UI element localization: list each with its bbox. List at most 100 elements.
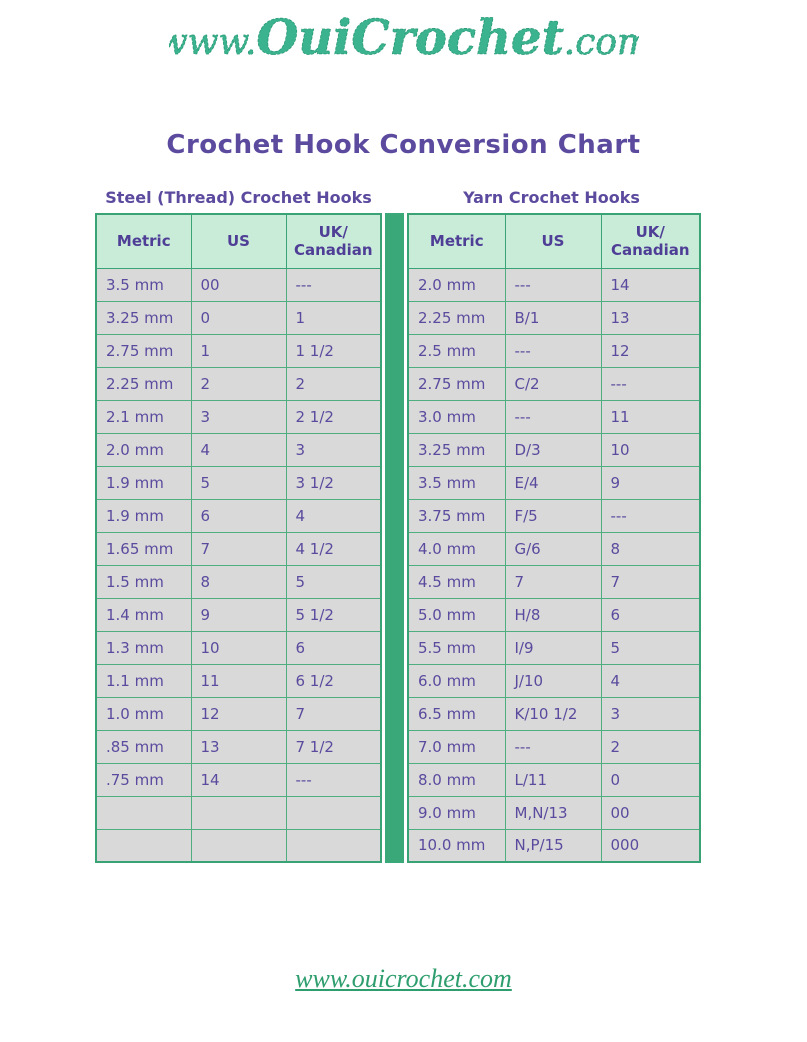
table-row: 2.75 mm C/2 --- (407, 366, 701, 401)
table-cell: 3 (285, 432, 382, 467)
table-cell: 10 (600, 432, 701, 467)
table-cell: 7.0 mm (407, 729, 506, 764)
table-row: 3.0 mm --- 11 (407, 399, 701, 434)
table-cell: 4 (285, 498, 382, 533)
table-cell: 1.5 mm (95, 564, 192, 599)
table-cell: 1.65 mm (95, 531, 192, 566)
table-row: 1.0 mm 12 7 (95, 696, 382, 731)
table-cell: 10.0 mm (407, 828, 506, 863)
page-title: Crochet Hook Conversion Chart (166, 130, 641, 160)
table-cell: 4.5 mm (407, 564, 506, 599)
table-row: 6.5 mm K/10 1/2 3 (407, 696, 701, 731)
table-cell: C/2 (504, 366, 602, 401)
table-row: .85 mm 13 7 1/2 (95, 729, 382, 764)
table-cell: 14 (600, 267, 701, 302)
table-cell: --- (285, 762, 382, 797)
table-divider (382, 213, 407, 863)
table-cell: 2.75 mm (407, 366, 506, 401)
svg-text:www.OuiCrochet.com: www.OuiCrochet.com (169, 10, 639, 66)
table-cell: D/3 (504, 432, 602, 467)
table-cell: B/1 (504, 300, 602, 335)
table-cell: E/4 (504, 465, 602, 500)
logo-prefix: www. (169, 22, 256, 63)
table-cell: 7 (504, 564, 602, 599)
table-row: 2.1 mm 3 2 1/2 (95, 399, 382, 434)
conversion-tables: Metric US UK/ Canadian 3.5 mm 00 --- 3.25 mm 0 1… (95, 213, 701, 863)
table-cell: 12 (600, 333, 701, 368)
table-row: 1.9 mm 5 3 1/2 (95, 465, 382, 500)
table-cell: M,N/13 (504, 795, 602, 830)
table-cell: 2 (190, 366, 287, 401)
table-row: 2.25 mm 2 2 (95, 366, 382, 401)
table-cell (190, 828, 287, 863)
table-cell: --- (504, 399, 602, 434)
table-row: 3.5 mm E/4 9 (407, 465, 701, 500)
table-cell: 1.9 mm (95, 498, 192, 533)
table-cell (95, 828, 192, 863)
table-cell: 5.5 mm (407, 630, 506, 665)
table-cell: 2.0 mm (95, 432, 192, 467)
table-cell: 3 (600, 696, 701, 731)
table-row: 7.0 mm --- 2 (407, 729, 701, 764)
table-cell: 2.25 mm (95, 366, 192, 401)
steel-hooks-table: Metric US UK/ Canadian 3.5 mm 00 --- 3.25 mm 0 1… (95, 213, 382, 863)
table-cell: N,P/15 (504, 828, 602, 863)
table-cell: 14 (190, 762, 287, 797)
table-cell: 3 1/2 (285, 465, 382, 500)
table-cell: H/8 (504, 597, 602, 632)
table-cell: 8.0 mm (407, 762, 506, 797)
table-cell: 6 (600, 597, 701, 632)
table-row: 2.75 mm 1 1 1/2 (95, 333, 382, 368)
table-row: .75 mm 14 --- (95, 762, 382, 797)
table-cell: L/11 (504, 762, 602, 797)
table-row: 2.5 mm --- 12 (407, 333, 701, 368)
table-cell: 3.0 mm (407, 399, 506, 434)
table-row: 8.0 mm L/11 0 (407, 762, 701, 797)
table-cell: 13 (600, 300, 701, 335)
table-row: 5.5 mm I/9 5 (407, 630, 701, 665)
table-cell: 00 (600, 795, 701, 830)
yarn-hooks-table: Metric US UK/ Canadian 2.0 mm --- 14 2.25 mm B/… (407, 213, 701, 863)
table-row: 3.25 mm 0 1 (95, 300, 382, 335)
table-cell: 8 (600, 531, 701, 566)
table-cell: 2.5 mm (407, 333, 506, 368)
table-cell: --- (285, 267, 382, 302)
table-cell: 7 (190, 531, 287, 566)
table-cell: --- (600, 366, 701, 401)
site-logo: www.OuiCrochet.com (0, 4, 807, 80)
table-cell: 1 (285, 300, 382, 335)
table-cell: 2.0 mm (407, 267, 506, 302)
table-cell: 1 1/2 (285, 333, 382, 368)
footer-link[interactable]: www.ouicrochet.com (295, 964, 512, 993)
table-cell: 5 1/2 (285, 597, 382, 632)
table-row: 3.75 mm F/5 --- (407, 498, 701, 533)
table-row: 2.0 mm 4 3 (95, 432, 382, 467)
table-cell: --- (504, 729, 602, 764)
table-cell: 6 1/2 (285, 663, 382, 698)
table-cell: 3.5 mm (95, 267, 192, 302)
table-cell: 10 (190, 630, 287, 665)
table-cell: 1.0 mm (95, 696, 192, 731)
table-cell: 4 (190, 432, 287, 467)
table-cell: 3.75 mm (407, 498, 506, 533)
table-cell (285, 795, 382, 830)
header-row: Metric US UK/ Canadian (407, 213, 701, 269)
table-row: 1.65 mm 7 4 1/2 (95, 531, 382, 566)
column-header: UK/ Canadian (600, 213, 701, 269)
table-row: 4.5 mm 7 7 (407, 564, 701, 599)
table-cell: K/10 1/2 (504, 696, 602, 731)
table-cell: 7 (600, 564, 701, 599)
table-cell: 1.4 mm (95, 597, 192, 632)
table-cell: 12 (190, 696, 287, 731)
table-cell: 11 (190, 663, 287, 698)
table-row: 1.4 mm 9 5 1/2 (95, 597, 382, 632)
table-cell: 6.5 mm (407, 696, 506, 731)
table-cell: 13 (190, 729, 287, 764)
table-cell: 8 (190, 564, 287, 599)
table-cell: 0 (600, 762, 701, 797)
table-cell: J/10 (504, 663, 602, 698)
table-row: 6.0 mm J/10 4 (407, 663, 701, 698)
table-cell: 9.0 mm (407, 795, 506, 830)
table-cell (285, 828, 382, 863)
table-cell: 1 (190, 333, 287, 368)
